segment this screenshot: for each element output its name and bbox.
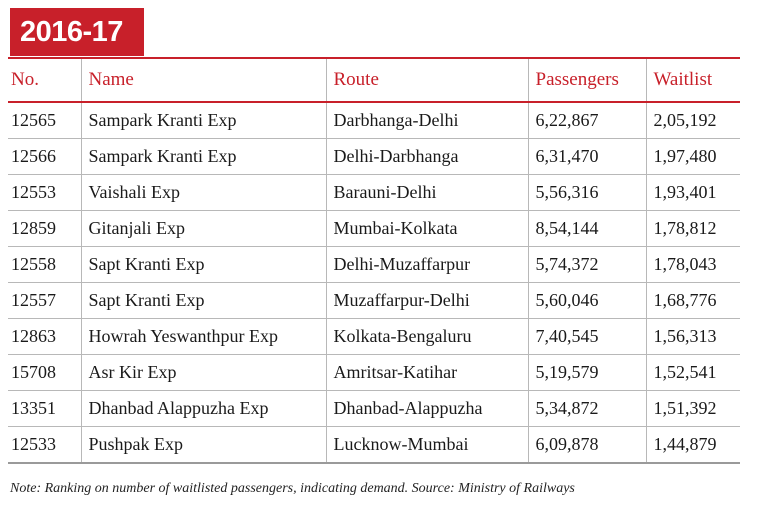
cell-waitlist: 1,93,401 xyxy=(645,174,740,211)
cell-route: Kolkata-Bengaluru xyxy=(325,318,528,355)
header-no: No. xyxy=(8,57,81,103)
cell-passengers: 6,22,867 xyxy=(527,102,646,139)
cell-name: Sapt Kranti Exp xyxy=(80,246,326,283)
cell-name: Sampark Kranti Exp xyxy=(80,102,326,139)
cell-name: Pushpak Exp xyxy=(80,426,326,464)
table-row: 12565 Sampark Kranti Exp Darbhanga-Delhi… xyxy=(8,102,740,139)
cell-waitlist: 2,05,192 xyxy=(645,102,740,139)
cell-no: 12553 xyxy=(8,174,81,211)
header-route: Route xyxy=(325,57,528,103)
table-row: 12557 Sapt Kranti Exp Muzaffarpur-Delhi … xyxy=(8,282,740,319)
cell-passengers: 6,31,470 xyxy=(527,138,646,175)
cell-waitlist: 1,52,541 xyxy=(645,354,740,391)
cell-name: Dhanbad Alappuzha Exp xyxy=(80,390,326,427)
cell-passengers: 8,54,144 xyxy=(527,210,646,247)
table-row: 12859 Gitanjali Exp Mumbai-Kolkata 8,54,… xyxy=(8,210,740,247)
year-title-badge: 2016-17 xyxy=(10,8,144,56)
cell-no: 12565 xyxy=(8,102,81,139)
table-row: 12533 Pushpak Exp Lucknow-Mumbai 6,09,87… xyxy=(8,426,740,464)
cell-name: Vaishali Exp xyxy=(80,174,326,211)
cell-name: Howrah Yeswanthpur Exp xyxy=(80,318,326,355)
source-note: Note: Ranking on number of waitlisted pa… xyxy=(10,481,575,496)
cell-passengers: 5,60,046 xyxy=(527,282,646,319)
cell-route: Delhi-Muzaffarpur xyxy=(325,246,528,283)
cell-waitlist: 1,97,480 xyxy=(645,138,740,175)
cell-no: 12566 xyxy=(8,138,81,175)
cell-name: Sampark Kranti Exp xyxy=(80,138,326,175)
cell-waitlist: 1,78,812 xyxy=(645,210,740,247)
header-name: Name xyxy=(80,57,326,103)
cell-waitlist: 1,44,879 xyxy=(645,426,740,464)
cell-passengers: 5,34,872 xyxy=(527,390,646,427)
cell-passengers: 6,09,878 xyxy=(527,426,646,464)
cell-waitlist: 1,78,043 xyxy=(645,246,740,283)
cell-no: 15708 xyxy=(8,354,81,391)
cell-no: 12859 xyxy=(8,210,81,247)
cell-no: 12863 xyxy=(8,318,81,355)
header-waitlist: Waitlist xyxy=(645,57,740,103)
cell-passengers: 5,74,372 xyxy=(527,246,646,283)
cell-no: 12533 xyxy=(8,426,81,464)
cell-name: Gitanjali Exp xyxy=(80,210,326,247)
cell-route: Darbhanga-Delhi xyxy=(325,102,528,139)
cell-route: Amritsar-Katihar xyxy=(325,354,528,391)
cell-route: Mumbai-Kolkata xyxy=(325,210,528,247)
cell-no: 12558 xyxy=(8,246,81,283)
cell-waitlist: 1,68,776 xyxy=(645,282,740,319)
cell-waitlist: 1,51,392 xyxy=(645,390,740,427)
cell-route: Delhi-Darbhanga xyxy=(325,138,528,175)
header-passengers: Passengers xyxy=(527,57,646,103)
cell-waitlist: 1,56,313 xyxy=(645,318,740,355)
cell-route: Muzaffarpur-Delhi xyxy=(325,282,528,319)
cell-name: Asr Kir Exp xyxy=(80,354,326,391)
cell-passengers: 5,19,579 xyxy=(527,354,646,391)
cell-route: Barauni-Delhi xyxy=(325,174,528,211)
table-row: 13351 Dhanbad Alappuzha Exp Dhanbad-Alap… xyxy=(8,390,740,427)
table-header-row: No. Name Route Passengers Waitlist xyxy=(8,57,740,103)
table-row: 15708 Asr Kir Exp Amritsar-Katihar 5,19,… xyxy=(8,354,740,391)
cell-route: Lucknow-Mumbai xyxy=(325,426,528,464)
cell-passengers: 7,40,545 xyxy=(527,318,646,355)
cell-route: Dhanbad-Alappuzha xyxy=(325,390,528,427)
table-row: 12566 Sampark Kranti Exp Delhi-Darbhanga… xyxy=(8,138,740,175)
table-row: 12553 Vaishali Exp Barauni-Delhi 5,56,31… xyxy=(8,174,740,211)
table-row: 12558 Sapt Kranti Exp Delhi-Muzaffarpur … xyxy=(8,246,740,283)
cell-name: Sapt Kranti Exp xyxy=(80,282,326,319)
cell-passengers: 5,56,316 xyxy=(527,174,646,211)
table-row: 12863 Howrah Yeswanthpur Exp Kolkata-Ben… xyxy=(8,318,740,355)
train-waitlist-table: No. Name Route Passengers Waitlist 12565… xyxy=(8,57,740,464)
cell-no: 13351 xyxy=(8,390,81,427)
cell-no: 12557 xyxy=(8,282,81,319)
